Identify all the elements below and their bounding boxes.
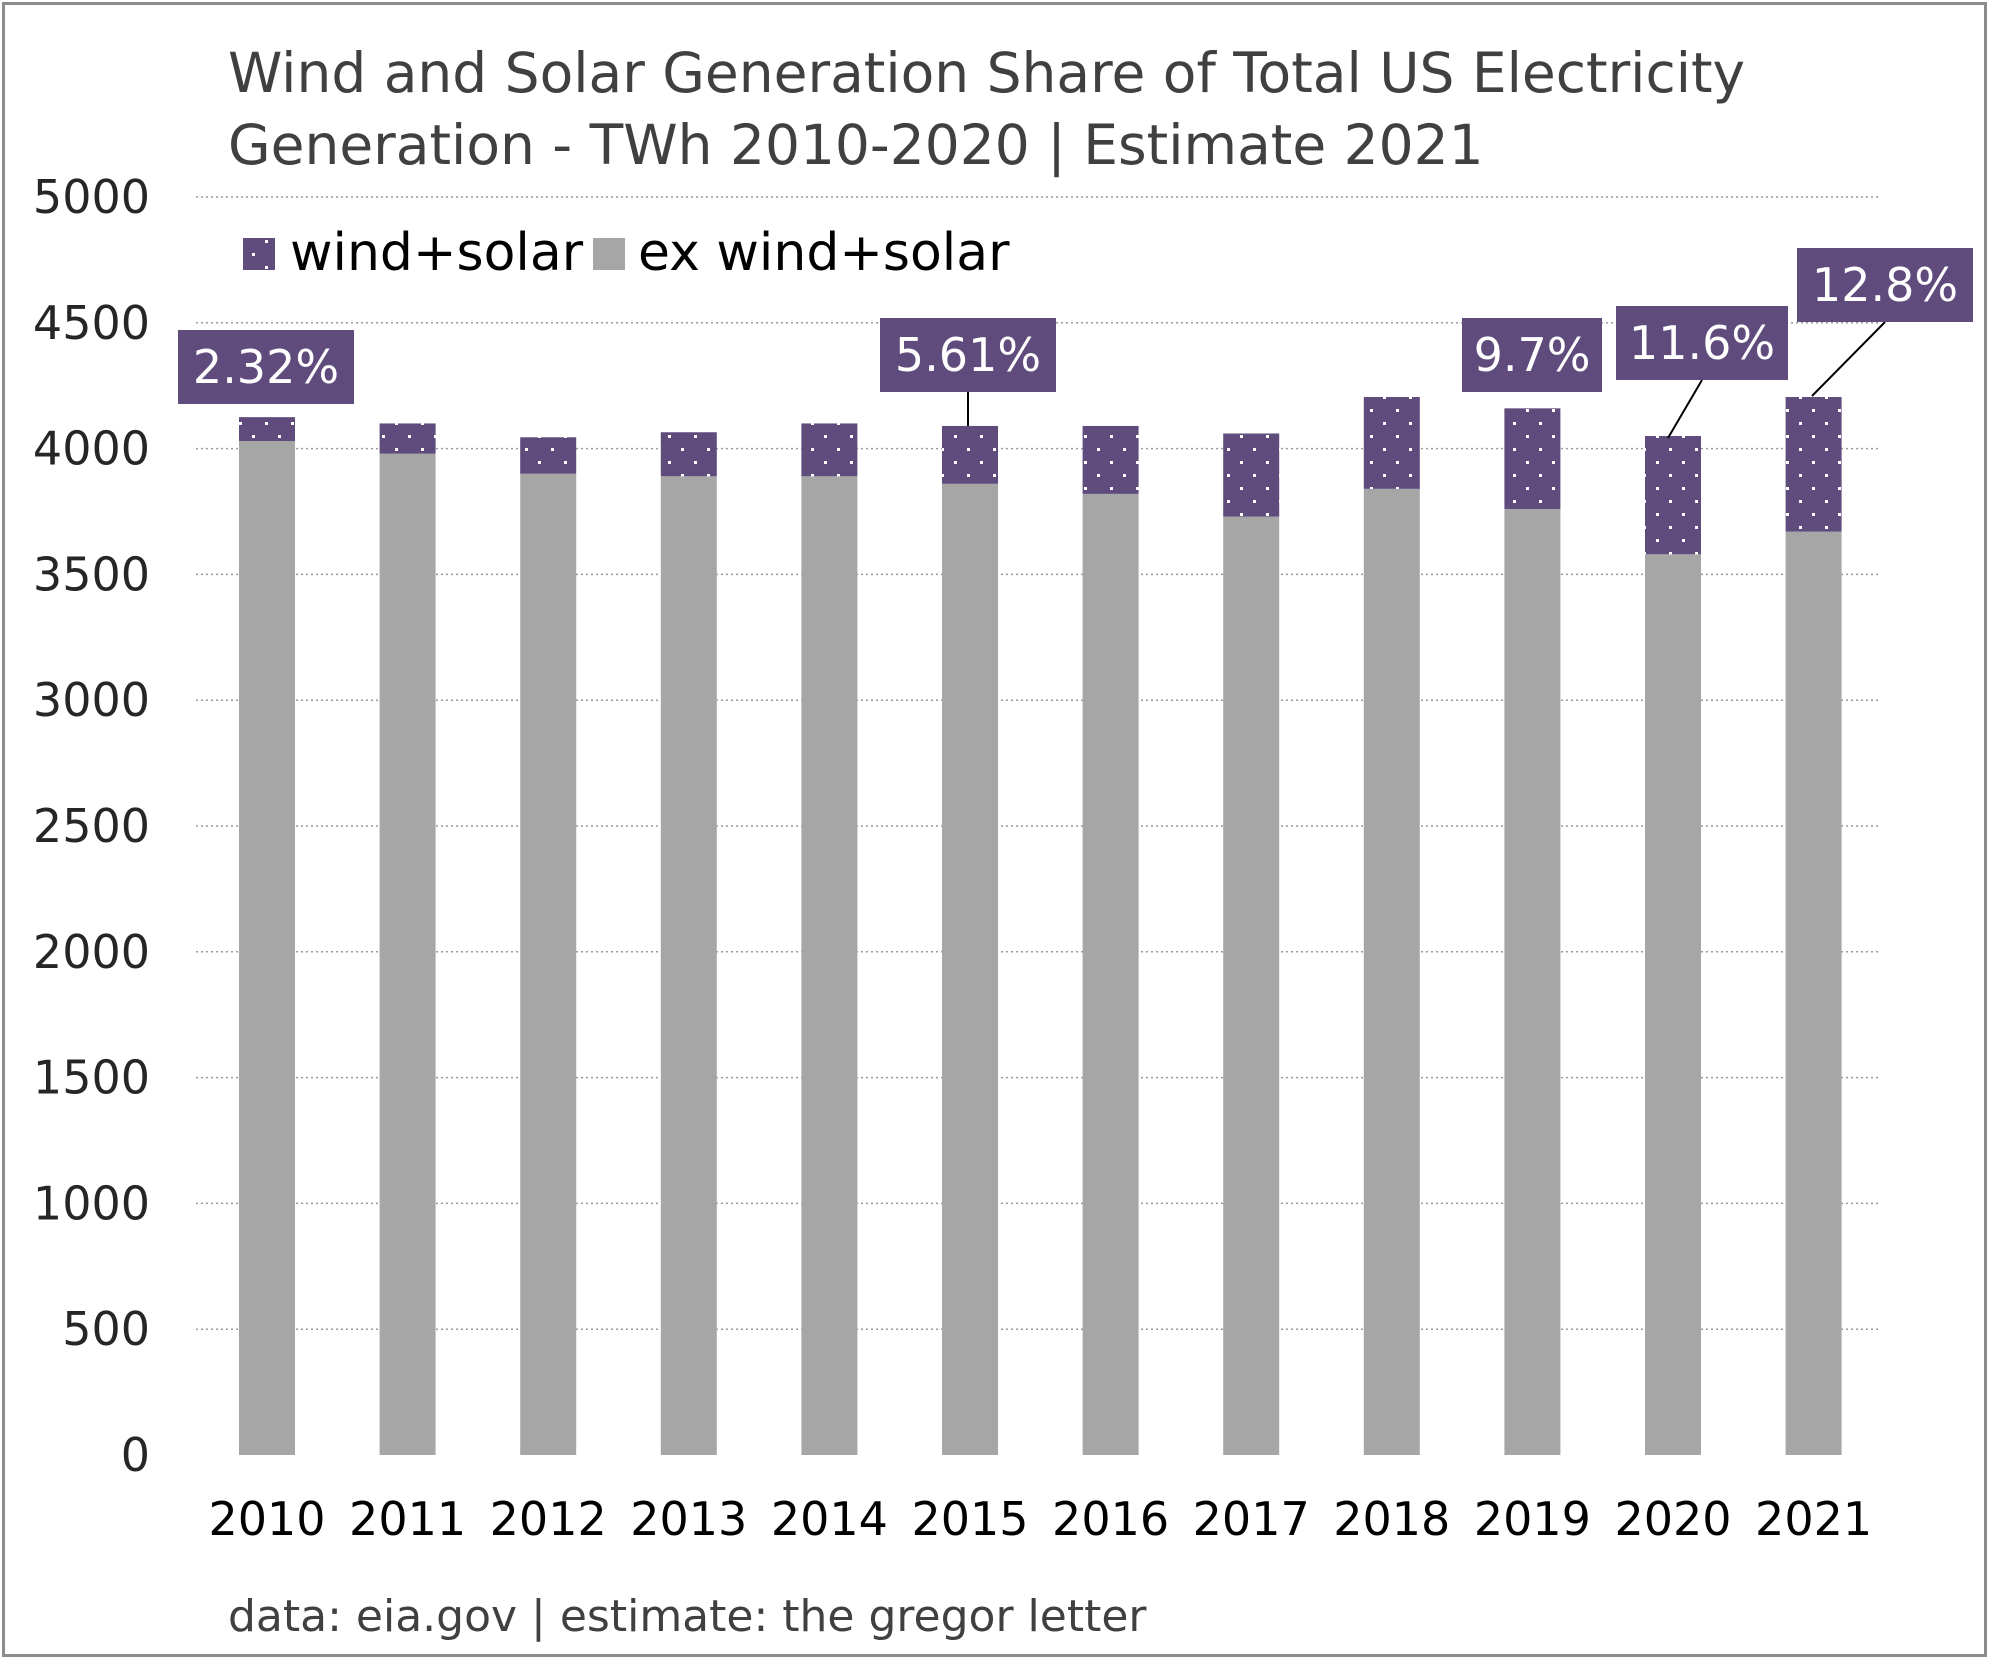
callout-box	[1797, 248, 1973, 322]
callout-box	[1462, 318, 1602, 392]
x-tick-label: 2021	[1755, 1492, 1872, 1546]
callout-box	[178, 330, 354, 404]
x-tick-label: 2016	[1052, 1492, 1169, 1546]
x-tick-label: 2020	[1614, 1492, 1731, 1546]
bar-ex-wind-solar	[239, 441, 295, 1455]
y-tick-label: 2000	[33, 925, 150, 979]
callout-leader	[1667, 379, 1703, 439]
bar-wind-solar	[520, 437, 577, 474]
y-tick-label: 3500	[33, 547, 150, 601]
callout-label: 9.7%	[1474, 328, 1591, 382]
bar-ex-wind-solar	[520, 473, 577, 1455]
chart-title-line-1: Wind and Solar Generation Share of Total…	[228, 41, 1745, 105]
x-tick-label: 2014	[771, 1492, 888, 1546]
bar-ex-wind-solar	[1082, 493, 1139, 1455]
bar-ex-wind-solar	[942, 483, 998, 1456]
bar-wind-solar	[660, 432, 717, 477]
bars	[239, 397, 1842, 1456]
x-tick-label: 2013	[630, 1492, 747, 1546]
x-tick-label: 2010	[208, 1492, 325, 1546]
callout-label: 12.8%	[1812, 258, 1958, 312]
callout-label: 11.6%	[1629, 316, 1775, 370]
bar-ex-wind-solar	[660, 476, 717, 1455]
bar-wind-solar	[1363, 397, 1420, 489]
bar-ex-wind-solar	[1504, 508, 1561, 1455]
bar-ex-wind-solar	[379, 453, 436, 1456]
bar-ex-wind-solar	[801, 476, 858, 1455]
bar-wind-solar	[1082, 425, 1139, 494]
y-tick-label: 5000	[33, 170, 150, 224]
x-tick-label: 2011	[349, 1492, 466, 1546]
bar-wind-solar	[1785, 397, 1842, 532]
x-tick-label: 2015	[911, 1492, 1028, 1546]
source-note: data: eia.gov | estimate: the gregor let…	[228, 1591, 1147, 1642]
callout-label: 5.61%	[895, 328, 1041, 382]
x-axis-ticks: 2010 2011 2012 2013 2014 2015 2016 2017 2018 2019…	[208, 1492, 1872, 1546]
bar-ex-wind-solar	[1223, 516, 1280, 1455]
legend-swatch-ex-wind-solar	[593, 238, 625, 270]
bar-wind-solar	[942, 425, 998, 484]
x-tick-label: 2012	[490, 1492, 607, 1546]
callout-box	[1616, 306, 1788, 380]
bar-wind-solar	[1504, 408, 1561, 509]
legend: wind+solar ex wind+solar	[243, 223, 1010, 283]
bar-ex-wind-solar	[1785, 531, 1842, 1455]
legend-swatch-wind-solar	[243, 238, 275, 270]
y-tick-label: 1500	[33, 1051, 150, 1105]
y-tick-label: 500	[62, 1302, 150, 1356]
x-tick-label: 2017	[1193, 1492, 1310, 1546]
bar-wind-solar	[801, 423, 858, 477]
legend-label-ex-wind-solar: ex wind+solar	[638, 223, 1010, 283]
y-axis-ticks: 0 500 1000 1500 2000 2500 3000 3500 4000 4500 5000	[33, 170, 150, 1482]
callout-box	[880, 318, 1056, 392]
legend-label-wind-solar: wind+solar	[290, 223, 584, 283]
y-tick-label: 4000	[33, 422, 150, 476]
bar-ex-wind-solar	[1363, 488, 1420, 1456]
bar-wind-solar	[239, 417, 295, 442]
callouts: 2.32% 5.61% 9.7% 11.6% 12.8%	[178, 248, 1973, 439]
x-tick-label: 2018	[1333, 1492, 1450, 1546]
y-tick-label: 1000	[33, 1176, 150, 1230]
bar-wind-solar	[379, 423, 436, 454]
x-tick-label: 2019	[1474, 1492, 1591, 1546]
y-tick-label: 0	[121, 1428, 150, 1482]
y-tick-label: 2500	[33, 799, 150, 853]
y-tick-label: 4500	[33, 296, 150, 350]
bar-wind-solar	[1645, 436, 1701, 555]
callout-label: 2.32%	[193, 340, 339, 394]
callout-leader	[1811, 321, 1886, 397]
y-tick-label: 3000	[33, 673, 150, 727]
bar-ex-wind-solar	[1645, 554, 1701, 1455]
bar-wind-solar	[1223, 433, 1280, 517]
chart-title-line-2: Generation - TWh 2010-2020 | Estimate 20…	[228, 113, 1484, 178]
